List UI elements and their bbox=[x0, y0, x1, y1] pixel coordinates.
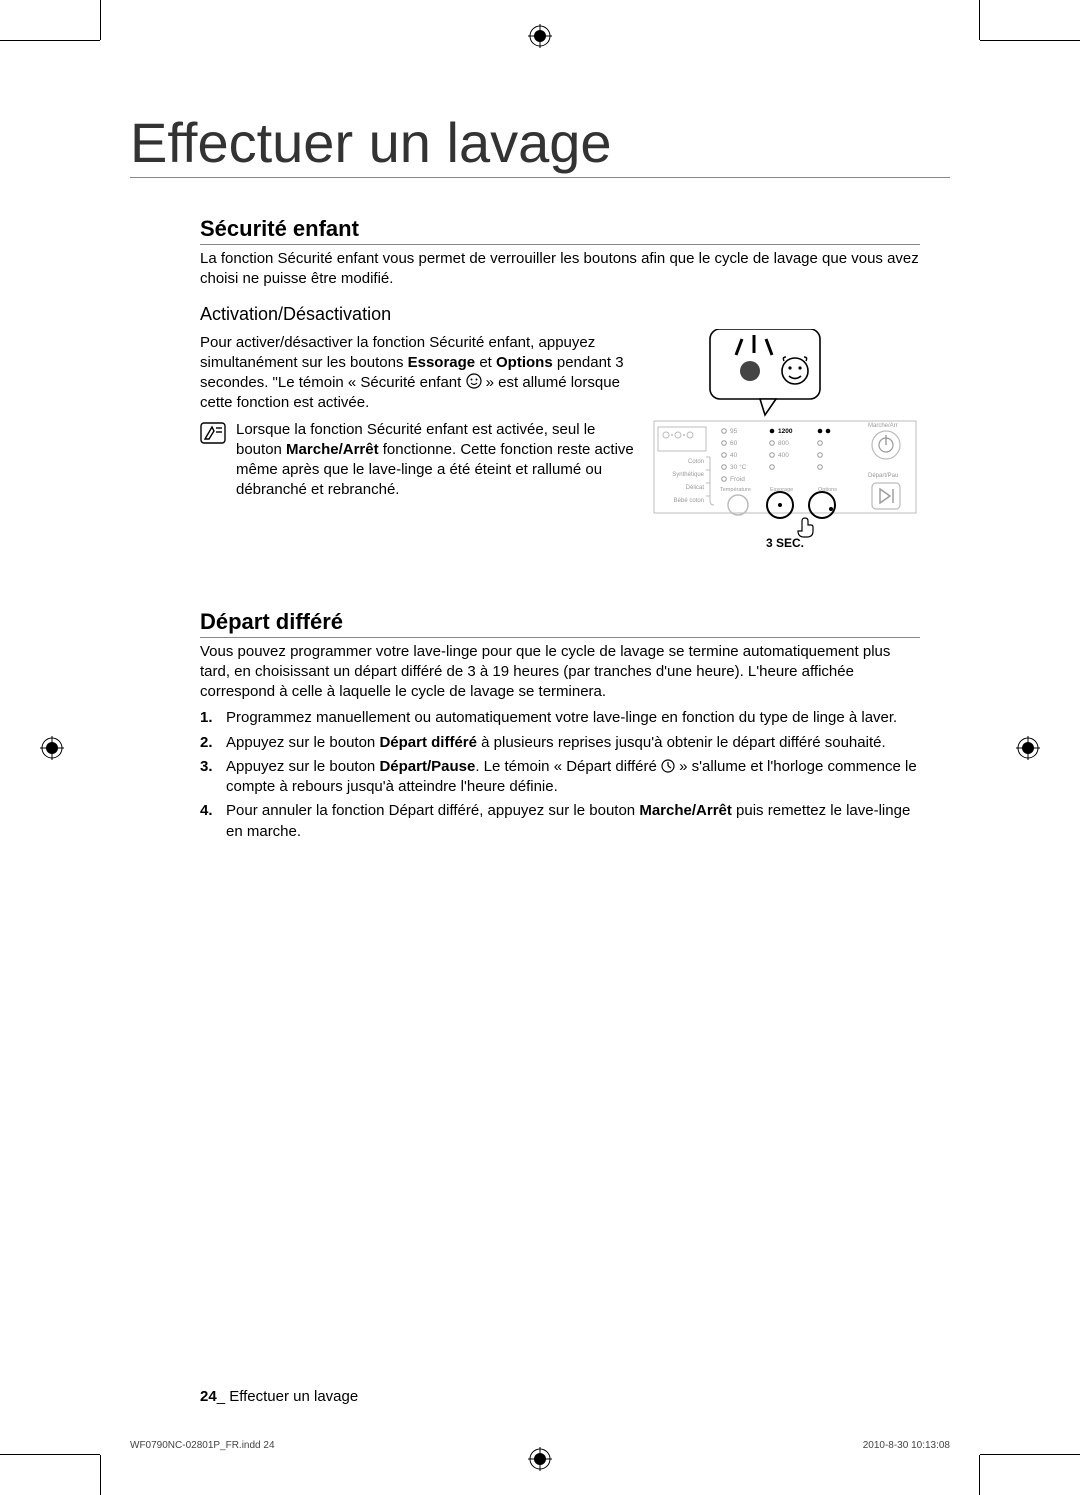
page-number: 24 bbox=[200, 1388, 217, 1405]
figure-caption: 3 SEC. bbox=[766, 536, 804, 549]
delay-clock-icon bbox=[661, 759, 675, 773]
crop-mark bbox=[100, 0, 101, 40]
prog-label: Synthétique bbox=[672, 472, 704, 478]
content-area: Effectuer un lavage Sécurité enfant La f… bbox=[130, 110, 950, 846]
crop-mark bbox=[979, 1455, 980, 1495]
securite-subheading: Activation/Désactivation bbox=[200, 304, 920, 325]
securite-intro: La fonction Sécurité enfant vous permet … bbox=[200, 249, 920, 290]
meta-timestamp: 2010-8-30 10:13:08 bbox=[863, 1440, 950, 1451]
svg-text:Marche/Arr: Marche/Arr bbox=[868, 423, 898, 429]
step-item: Appuyez sur le bouton Départ différé à p… bbox=[200, 733, 920, 753]
text-bold: Départ/Pause bbox=[379, 758, 475, 775]
svg-text:Température: Température bbox=[720, 487, 751, 493]
securite-columns: Pour activer/désactiver la fonction Sécu… bbox=[200, 329, 920, 539]
note-icon bbox=[200, 422, 226, 444]
svg-text:800: 800 bbox=[778, 440, 789, 447]
svg-text:400: 400 bbox=[778, 452, 789, 459]
section-securite-enfant: Sécurité enfant La fonction Sécurité enf… bbox=[200, 216, 920, 539]
text-run: Pour annuler la fonction Départ différé,… bbox=[226, 802, 639, 819]
crop-mark bbox=[980, 40, 1080, 41]
text-run: et bbox=[475, 354, 496, 371]
depart-intro: Vous pouvez programmer votre lave-linge … bbox=[200, 642, 920, 703]
crop-mark bbox=[0, 1454, 100, 1455]
text-bold: Marche/Arrêt bbox=[639, 802, 732, 819]
child-lock-icon bbox=[466, 373, 482, 389]
meta-filename: WF0790NC-02801P_FR.indd 24 bbox=[130, 1440, 275, 1451]
text-run: Appuyez sur le bouton bbox=[226, 758, 379, 775]
securite-figure-column: Coton Synthétique Délicat Bébé coton bbox=[650, 329, 920, 539]
manual-page: Effectuer un lavage Sécurité enfant La f… bbox=[0, 0, 1080, 1495]
note-block: Lorsque la fonction Sécurité enfant est … bbox=[200, 420, 636, 501]
svg-text:30 °C: 30 °C bbox=[730, 463, 747, 471]
text-run: Appuyez sur le bouton bbox=[226, 734, 379, 751]
registration-mark-icon bbox=[40, 736, 64, 760]
step-item: Pour annuler la fonction Départ différé,… bbox=[200, 801, 920, 842]
text-run: . Le témoin « Départ différé bbox=[475, 758, 661, 775]
registration-mark-icon bbox=[528, 1447, 552, 1471]
footer: 24_ Effectuer un lavage bbox=[200, 1388, 358, 1405]
securite-heading: Sécurité enfant bbox=[200, 216, 920, 245]
crop-mark bbox=[979, 0, 980, 40]
svg-text:1200: 1200 bbox=[778, 428, 793, 435]
text-bold: Départ différé bbox=[379, 734, 477, 751]
text-bold: Options bbox=[496, 354, 553, 371]
step-item: Programmez manuellement ou automatiqueme… bbox=[200, 708, 920, 728]
svg-text:Départ/Pau: Départ/Pau bbox=[868, 473, 898, 479]
text-bold: Essorage bbox=[408, 354, 476, 371]
registration-mark-icon bbox=[528, 24, 552, 48]
crop-mark bbox=[980, 1454, 1080, 1455]
control-panel-svg: Coton Synthétique Délicat Bébé coton bbox=[650, 329, 920, 549]
prog-label: Coton bbox=[688, 459, 704, 465]
securite-activation-para: Pour activer/désactiver la fonction Sécu… bbox=[200, 333, 636, 414]
prog-label: Délicat bbox=[686, 485, 705, 491]
step-item: Appuyez sur le bouton Départ/Pause. Le t… bbox=[200, 757, 920, 798]
svg-text:40: 40 bbox=[730, 452, 738, 459]
text-run: à plusieurs reprises jusqu'à obtenir le … bbox=[477, 734, 886, 751]
page-title: Effectuer un lavage bbox=[130, 110, 950, 178]
text-bold: Marche/Arrêt bbox=[286, 441, 379, 458]
note-text: Lorsque la fonction Sécurité enfant est … bbox=[236, 420, 636, 501]
prog-label: Bébé coton bbox=[674, 498, 704, 504]
registration-mark-icon bbox=[1016, 736, 1040, 760]
svg-text:60: 60 bbox=[730, 440, 738, 447]
footer-text: Effectuer un lavage bbox=[229, 1388, 358, 1405]
svg-text:95: 95 bbox=[730, 428, 738, 435]
text-run: Programmez manuellement ou automatiqueme… bbox=[226, 709, 897, 726]
depart-steps: Programmez manuellement ou automatiqueme… bbox=[200, 708, 920, 842]
crop-mark bbox=[100, 1455, 101, 1495]
control-panel-figure: Coton Synthétique Délicat Bébé coton bbox=[650, 329, 920, 539]
depart-heading: Départ différé bbox=[200, 609, 920, 638]
section-depart-differe: Départ différé Vous pouvez programmer vo… bbox=[200, 609, 920, 842]
svg-text:Froid: Froid bbox=[730, 476, 745, 483]
crop-mark bbox=[0, 40, 100, 41]
securite-text-column: Pour activer/désactiver la fonction Sécu… bbox=[200, 329, 636, 539]
